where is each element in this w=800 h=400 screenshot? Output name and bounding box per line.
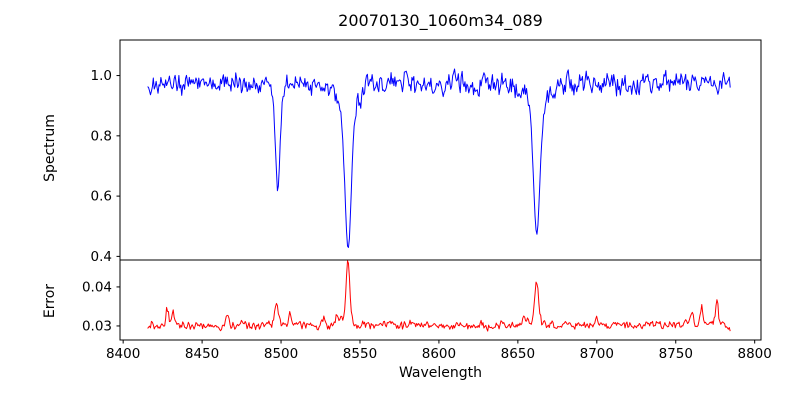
spectrum-y-tick-label: 0.8 [91, 128, 112, 144]
x-axis-label: Wavelength [398, 365, 483, 381]
x-tick-label: 8700 [580, 346, 614, 362]
x-tick-label: 8600 [422, 346, 456, 362]
spectrum-y-tick-label: 0.4 [91, 249, 112, 265]
x-tick-label: 8400 [106, 346, 140, 362]
x-tick-label: 8750 [659, 346, 693, 362]
spectrum-line [147, 68, 731, 248]
error-plot-border [119, 259, 762, 341]
x-tick-label: 8500 [264, 346, 298, 362]
spectrum-plot-border [119, 39, 762, 261]
spectrum-y-tick-label: 1.0 [91, 68, 112, 84]
chart-title: 20070130_1060m34_089 [338, 11, 543, 30]
y-axis-label-error: Error [42, 283, 58, 319]
error-y-tick-label: 0.04 [82, 280, 112, 296]
x-tick-label: 8800 [738, 346, 772, 362]
x-tick-label: 8450 [185, 346, 219, 362]
y-axis-label-spectrum: Spectrum [42, 114, 58, 182]
error-line [147, 260, 731, 332]
x-tick-label: 8550 [343, 346, 377, 362]
error-y-tick-label: 0.03 [82, 319, 112, 335]
x-tick-label: 8650 [501, 346, 535, 362]
spectrum-y-tick-label: 0.6 [91, 189, 112, 205]
